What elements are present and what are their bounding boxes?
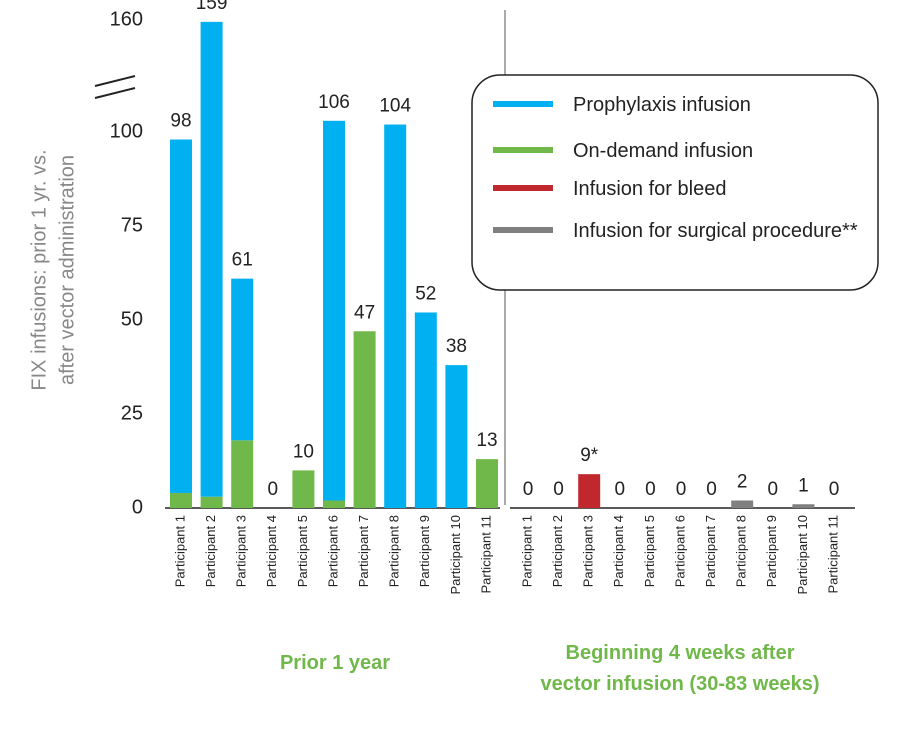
data-label: 104	[379, 96, 411, 117]
x-tick-label: Participant 1	[519, 515, 534, 587]
x-tick-label: Participant 5	[295, 515, 310, 587]
data-label: 106	[318, 92, 350, 113]
panel-title-box: Beginning 4 weeks after vector infusion …	[540, 642, 820, 695]
x-tick-label: Participant 4	[264, 515, 279, 587]
axis-break	[94, 75, 136, 99]
legend-label-box: Prophylaxis infusion	[573, 94, 751, 116]
data-label: 159	[196, 0, 228, 14]
x-tick-label: Participant 6	[672, 515, 687, 587]
data-label: 61	[232, 250, 253, 271]
data-label: 98	[170, 111, 191, 132]
data-label: 38	[446, 336, 467, 357]
x-tick-label: Participant 8	[734, 515, 749, 587]
legend-label: Prophylaxis infusion	[573, 94, 751, 116]
data-label: 47	[354, 302, 375, 323]
bar-segment	[200, 496, 223, 508]
bar-segment	[414, 312, 437, 508]
y-tick-label: 50	[121, 308, 143, 330]
x-tick-label: Participant 10	[795, 515, 810, 595]
data-label: 0	[615, 479, 626, 500]
x-tick-label: Participant 3	[581, 515, 596, 587]
y-tick-label: 25	[121, 402, 143, 424]
bar-segment	[445, 365, 468, 508]
data-label: 2	[737, 471, 748, 492]
x-tick-label: Participant 3	[234, 515, 249, 587]
legend-label-box: On-demand infusion	[573, 140, 754, 162]
data-label: 0	[829, 479, 840, 500]
x-tick-label: Participant 10	[448, 515, 463, 595]
x-tick-label: Participant 1	[172, 515, 187, 587]
x-tick-label: Participant 8	[387, 515, 402, 587]
bar-segment	[170, 492, 192, 508]
data-label: 0	[768, 479, 779, 500]
bar-segment	[792, 504, 815, 508]
y-tick-label: 160	[110, 8, 143, 30]
data-label: 52	[415, 283, 436, 304]
y-axis-title: after vector administration	[56, 155, 78, 385]
y-tick-label: 0	[132, 496, 143, 518]
data-label: 9*	[580, 445, 599, 466]
x-tick-label: Participant 6	[325, 515, 340, 587]
y-tick-label: 75	[121, 214, 143, 236]
data-label: 1	[798, 475, 809, 496]
bar-segment	[231, 440, 254, 508]
bar-segment	[170, 139, 192, 493]
bar-segment	[578, 474, 601, 508]
x-tick-label: Participant 2	[203, 515, 218, 587]
bar-segment	[731, 500, 754, 508]
panel-title: Prior 1 year	[279, 652, 391, 674]
legend-label: On-demand infusion	[573, 140, 754, 162]
y-tick-label: 100	[110, 120, 143, 142]
data-label: 0	[706, 479, 717, 500]
legend-label-box: Infusion for surgical procedure**	[573, 220, 858, 242]
x-tick-label: Participant 7	[356, 515, 371, 587]
legend-label-box: Infusion for bleed	[573, 178, 727, 200]
bar-segment	[384, 124, 407, 509]
x-tick-label: Participant 9	[764, 515, 779, 587]
bar-segment	[353, 331, 376, 508]
bar-segment	[323, 500, 345, 508]
x-tick-label: Participant 2	[550, 515, 565, 587]
bar-segment	[231, 278, 254, 441]
legend-label: Infusion for surgical procedure**	[573, 220, 858, 242]
data-label: 10	[293, 441, 314, 462]
x-tick-label: Participant 5	[642, 515, 657, 587]
panel-title-box: Prior 1 year	[279, 652, 391, 674]
data-label: 0	[268, 479, 279, 500]
bar-segment	[476, 459, 498, 508]
x-tick-label: Participant 7	[703, 515, 718, 587]
y-axis-title: FIX infusions: prior 1 yr. vs.	[28, 149, 50, 390]
x-tick-label: Participant 4	[611, 515, 626, 587]
x-tick-label: Participant 11	[478, 515, 493, 594]
x-tick-label: Participant 9	[417, 515, 432, 587]
data-label: 13	[476, 430, 497, 451]
panel-title: Beginning 4 weeks after vector infusion …	[540, 642, 820, 695]
data-label: 0	[645, 479, 656, 500]
legend-box	[471, 74, 879, 291]
data-label: 0	[676, 479, 687, 500]
data-label: 0	[523, 479, 534, 500]
x-tick-label: Participant 11	[825, 515, 840, 594]
data-label: 0	[553, 479, 564, 500]
bar-segment	[323, 120, 345, 501]
bar-segment	[200, 21, 223, 497]
bar-segment	[292, 470, 315, 508]
legend-label: Infusion for bleed	[573, 178, 727, 200]
